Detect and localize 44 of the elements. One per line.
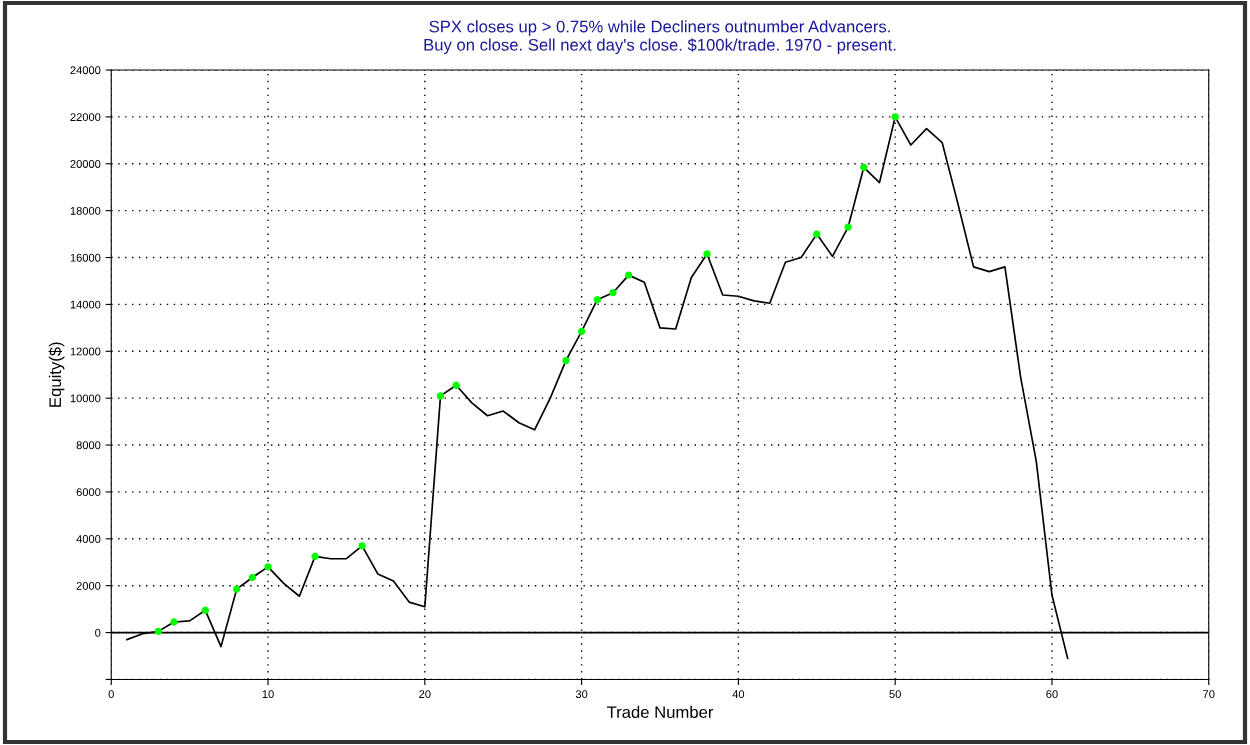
- chart-title: SPX closes up > 0.75% while Decliners outnumber Advancers. Buy on close. Sell next day's close. $100k/trade. 1970 - present.: [424, 20, 896, 55]
- y-tick-label: 0: [95, 628, 101, 637]
- point: [154, 627, 162, 636]
- x-tick-label: 60: [1046, 690, 1058, 699]
- y-tick-label: 24000: [70, 66, 101, 75]
- x-tick-label: 0: [108, 690, 114, 699]
- point: [813, 230, 821, 238]
- point: [452, 381, 460, 389]
- point: [703, 250, 711, 258]
- x-tick-label: 30: [575, 690, 588, 699]
- point: [264, 563, 272, 571]
- y-axis-title: Equity($): [48, 342, 65, 407]
- y-tick-label: 6000: [76, 488, 101, 497]
- x-tick-label: 50: [889, 690, 901, 699]
- x-tick-label: 70: [1203, 690, 1215, 699]
- point: [233, 585, 241, 593]
- y-tick-label: 16000: [70, 253, 101, 262]
- x-tick-label: 20: [419, 690, 431, 699]
- y-tick-label: 20000: [70, 160, 101, 168]
- point: [358, 542, 366, 550]
- point: [593, 296, 601, 304]
- point: [624, 271, 633, 279]
- point: [436, 392, 445, 400]
- y-tick-label: 10000: [70, 394, 101, 403]
- y-tick-label: 22000: [70, 113, 101, 122]
- y-tick-label: 2000: [76, 581, 101, 590]
- point: [577, 327, 586, 336]
- point: [248, 573, 257, 582]
- point: [609, 289, 617, 297]
- point: [170, 618, 178, 626]
- point: [201, 606, 209, 614]
- point: [562, 357, 570, 365]
- x-tick-label: 10: [262, 690, 274, 699]
- y-tick-label: 8000: [76, 441, 101, 450]
- y-tick-label: 4000: [76, 535, 101, 543]
- y-tick-label: 12000: [70, 347, 101, 356]
- point: [891, 113, 899, 121]
- point: [311, 552, 319, 561]
- point: [844, 223, 852, 231]
- y-tick-label: 18000: [70, 206, 101, 215]
- point: [860, 163, 868, 171]
- x-axis-title: Trade Number: [606, 705, 714, 719]
- y-tick-label: 14000: [70, 300, 101, 309]
- x-tick-label: 40: [732, 690, 745, 699]
